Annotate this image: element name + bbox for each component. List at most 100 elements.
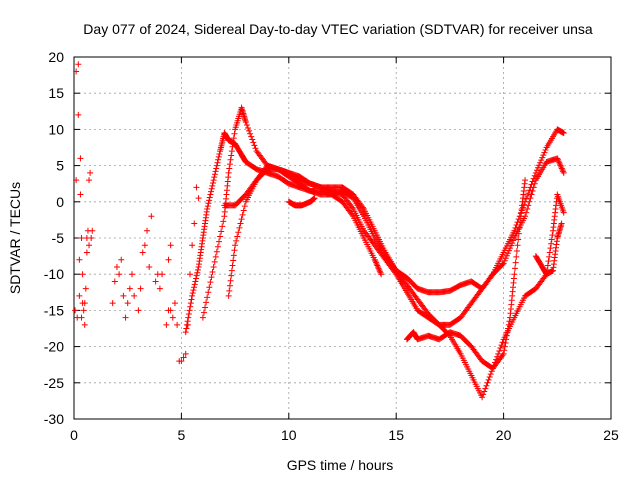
gridlines — [74, 57, 611, 419]
data-point — [230, 139, 237, 146]
data-point — [144, 227, 151, 234]
data-point — [500, 350, 507, 357]
data-point — [225, 169, 232, 176]
data-point — [236, 224, 243, 231]
data-point — [189, 290, 196, 297]
data-point — [378, 271, 385, 278]
x-tick-label: 25 — [603, 427, 619, 443]
data-point — [88, 235, 95, 241]
series-trace-e — [403, 177, 529, 372]
series-cluster-early — [72, 61, 96, 328]
data-point — [187, 303, 194, 310]
data-point — [228, 272, 235, 279]
data-point — [230, 252, 237, 259]
data-point — [185, 311, 192, 318]
y-tick-label: -15 — [44, 302, 64, 318]
data-point — [208, 188, 215, 195]
data-point — [191, 284, 198, 291]
data-point — [202, 304, 209, 311]
data-point — [188, 296, 195, 303]
data-point — [204, 294, 211, 301]
data-point — [209, 179, 216, 186]
data-point — [87, 169, 94, 176]
data-point — [72, 307, 79, 314]
data-point — [503, 252, 510, 259]
data-point — [214, 159, 221, 166]
data-point — [75, 61, 82, 68]
data-point — [81, 300, 88, 307]
y-tick-label: -30 — [44, 411, 64, 427]
data-point — [228, 152, 235, 159]
data-point — [214, 243, 221, 250]
data-point — [187, 300, 194, 307]
data-point — [546, 253, 553, 260]
data-point — [213, 165, 220, 172]
data-point — [205, 200, 212, 207]
data-point — [239, 211, 246, 218]
data-point — [560, 209, 567, 216]
data-point — [131, 292, 138, 299]
data-point — [213, 162, 220, 169]
y-tick-label: 0 — [56, 194, 64, 210]
data-point — [191, 281, 198, 288]
data-point — [526, 198, 533, 205]
data-point — [526, 187, 533, 194]
data-point — [484, 379, 491, 386]
data-point — [498, 342, 505, 349]
data-point — [525, 190, 532, 197]
data-point — [530, 184, 537, 191]
data-point — [502, 339, 509, 346]
data-point — [359, 204, 366, 211]
data-point — [182, 329, 189, 336]
data-point — [375, 265, 382, 272]
data-point — [209, 269, 216, 276]
data-point — [203, 299, 210, 306]
data-point — [218, 228, 225, 235]
data-point — [497, 345, 504, 352]
data-point — [210, 263, 217, 270]
data-point — [252, 145, 259, 152]
axis-ticks — [73, 56, 612, 420]
data-point — [549, 232, 556, 239]
data-point — [215, 238, 222, 245]
data-point — [524, 193, 531, 200]
y-tick-label: 20 — [48, 49, 64, 65]
data-point — [479, 394, 486, 401]
data-point — [547, 245, 554, 252]
data-point — [544, 262, 551, 269]
data-point — [137, 285, 144, 292]
data-point — [226, 287, 233, 294]
data-point — [215, 156, 222, 163]
data-point — [141, 242, 148, 249]
data-point — [311, 195, 318, 202]
y-tick-label: -10 — [44, 266, 64, 282]
data-point — [213, 248, 220, 255]
data-point — [174, 321, 181, 328]
data-point — [505, 325, 512, 332]
data-point — [237, 220, 244, 227]
data-point — [558, 220, 565, 227]
data-point — [78, 235, 85, 241]
data-point — [82, 285, 89, 292]
data-point — [499, 352, 506, 359]
data-point — [541, 149, 548, 156]
data-point — [225, 292, 232, 299]
y-tick-label: 15 — [48, 85, 64, 101]
data-point — [167, 307, 174, 314]
data-point — [513, 253, 520, 260]
data-point — [487, 371, 494, 378]
data-point — [503, 332, 510, 339]
data-point — [212, 168, 219, 175]
data-point — [231, 130, 238, 137]
data-point — [555, 158, 562, 165]
data-point — [499, 339, 506, 346]
data-point — [76, 292, 83, 299]
data-point — [211, 174, 218, 181]
data-point — [220, 218, 227, 225]
data-point — [483, 382, 490, 389]
series-cluster-2h — [109, 213, 174, 321]
data-point — [349, 204, 356, 211]
data-point — [78, 314, 85, 321]
data-point — [534, 164, 541, 171]
